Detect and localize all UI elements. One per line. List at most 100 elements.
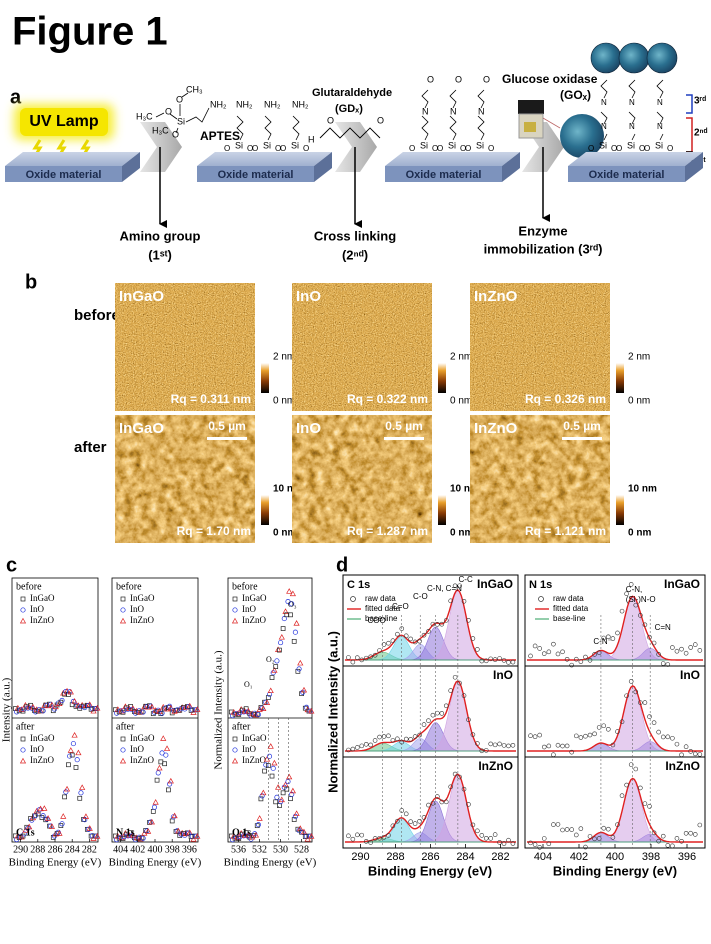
material-label: InZnO xyxy=(474,288,518,305)
chem-label: N xyxy=(450,106,457,116)
data-point xyxy=(44,816,50,822)
raw-data-point xyxy=(674,648,680,654)
raw-data-point xyxy=(660,734,666,740)
raw-data-point xyxy=(560,827,565,833)
x-tick-label: 402 xyxy=(130,844,145,855)
data-point xyxy=(20,596,26,602)
raw-data-point xyxy=(457,583,462,589)
bond xyxy=(449,89,457,109)
colorbar-min: 0 nm xyxy=(273,528,296,539)
data-point xyxy=(292,629,298,635)
raw-data-point xyxy=(569,827,575,832)
chem-label: N xyxy=(629,98,635,107)
raw-data-point xyxy=(560,649,565,655)
raw-data-point xyxy=(492,657,498,662)
raw-data-point xyxy=(642,622,648,628)
data-point xyxy=(20,736,26,742)
state-label: before xyxy=(232,581,258,592)
raw-data-point xyxy=(592,836,597,842)
peak-label: C-O xyxy=(413,592,428,601)
raw-data-point xyxy=(346,655,351,660)
substrate-top xyxy=(197,152,332,166)
raw-data-point xyxy=(395,818,400,824)
data-point xyxy=(249,710,256,717)
raw-data-point xyxy=(483,836,489,841)
peak-label: C-N, xyxy=(626,585,642,594)
data-point xyxy=(60,813,67,819)
data-point xyxy=(177,707,183,713)
data-point xyxy=(69,752,75,758)
data-point xyxy=(190,709,197,715)
raw-data-point xyxy=(528,733,533,738)
data-point xyxy=(300,829,306,836)
raw-data-point xyxy=(452,771,458,777)
raw-data-point xyxy=(475,647,480,652)
chem-label: NH₂ xyxy=(264,99,281,109)
data-point xyxy=(148,818,155,825)
fitted-line xyxy=(344,589,516,661)
data-point xyxy=(129,705,137,711)
chem-label: O xyxy=(172,129,179,139)
raw-data-point xyxy=(510,659,516,665)
raw-data-point xyxy=(372,836,378,841)
data-point xyxy=(194,706,201,712)
raw-data-point xyxy=(697,648,703,653)
data-point xyxy=(282,781,289,788)
substrate-side xyxy=(314,152,332,182)
chem-label: N xyxy=(601,98,607,107)
peak-label: O₁ xyxy=(244,680,253,689)
data-point xyxy=(241,833,247,839)
data-point xyxy=(73,765,79,770)
raw-data-point xyxy=(624,591,629,597)
raw-data-point xyxy=(368,654,373,660)
data-point xyxy=(179,829,186,836)
data-point xyxy=(190,836,197,842)
enzyme xyxy=(590,42,622,74)
data-point xyxy=(282,608,289,614)
chem-label: O xyxy=(252,144,258,153)
colorbar xyxy=(261,363,269,393)
data-point xyxy=(166,787,171,793)
chem-label: O xyxy=(483,74,490,84)
chem-label: O xyxy=(644,144,650,153)
raw-data-point xyxy=(573,832,579,838)
bond xyxy=(656,79,664,99)
raw-data-point xyxy=(426,629,431,634)
data-point xyxy=(77,795,83,801)
data-point xyxy=(41,702,48,708)
chem-label: O xyxy=(455,74,462,84)
data-point xyxy=(159,750,165,756)
data-point xyxy=(43,817,49,823)
raw-data-point xyxy=(688,830,693,836)
raw-data-point xyxy=(569,749,575,755)
data-point xyxy=(286,588,293,594)
step-arrow xyxy=(140,122,182,172)
data-point xyxy=(62,794,67,800)
raw-data-point xyxy=(399,739,405,745)
colorbar-min: 0 nm xyxy=(628,528,651,539)
raw-data-point xyxy=(670,843,675,849)
raw-data-point xyxy=(679,752,684,758)
data-point xyxy=(59,821,65,827)
data-point xyxy=(75,749,82,756)
data-point xyxy=(171,812,178,819)
raw-data-point xyxy=(350,836,356,842)
raw-data-point xyxy=(506,660,511,665)
data-point xyxy=(286,773,293,780)
raw-data-point xyxy=(692,832,698,837)
data-point xyxy=(255,711,261,718)
x-tick-label: 282 xyxy=(82,844,97,855)
data-point xyxy=(71,731,78,738)
raw-data-point xyxy=(395,736,400,742)
panel-label: a xyxy=(10,86,22,108)
bond xyxy=(236,115,244,141)
data-point xyxy=(288,796,293,802)
data-point xyxy=(167,777,174,784)
data-point xyxy=(269,675,275,680)
data-point xyxy=(24,824,30,830)
raw-data-point xyxy=(475,828,480,834)
data-point xyxy=(26,703,33,710)
raw-data-point xyxy=(403,633,409,639)
data-point xyxy=(167,781,173,787)
x-tick-label: 398 xyxy=(642,851,660,863)
